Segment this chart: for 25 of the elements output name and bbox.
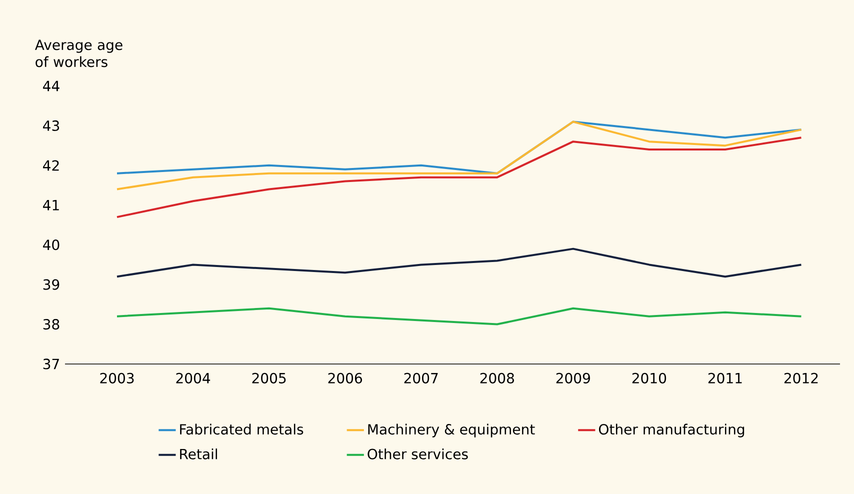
y-tick-label: 38 xyxy=(43,318,60,330)
x-tick-label: 2009 xyxy=(556,372,590,384)
line-series xyxy=(116,136,802,218)
x-tick-label: 2011 xyxy=(708,372,742,384)
legend-label: Machinery & equipment xyxy=(368,424,535,438)
legend-label: Other services xyxy=(368,448,468,460)
x-tick-label: 2005 xyxy=(252,372,286,384)
x-tick-label: 2012 xyxy=(784,372,818,384)
x-tick-label: 2006 xyxy=(328,372,362,384)
y-tick-label: 44 xyxy=(43,80,60,92)
legend-label: Other manufacturing xyxy=(598,424,744,438)
x-tick-label: 2008 xyxy=(480,372,514,384)
y-tick-label: 37 xyxy=(43,358,59,370)
x-tick-label: 2010 xyxy=(632,372,666,384)
y-axis-title: Average age of workers xyxy=(34,40,122,68)
y-tick-label: 42 xyxy=(43,160,59,171)
y-tick-label: 39 xyxy=(43,279,60,290)
y-tick-label: 43 xyxy=(43,120,60,132)
y-tick-label: 40 xyxy=(43,240,60,250)
x-tick-label: 2007 xyxy=(404,372,438,384)
x-tick-label: 2004 xyxy=(176,372,210,384)
y-tick-label: 41 xyxy=(43,200,59,210)
legend-label: Retail xyxy=(180,448,217,460)
legend-label: Fabricated metals xyxy=(180,424,304,435)
x-tick-label: 2003 xyxy=(100,372,134,384)
